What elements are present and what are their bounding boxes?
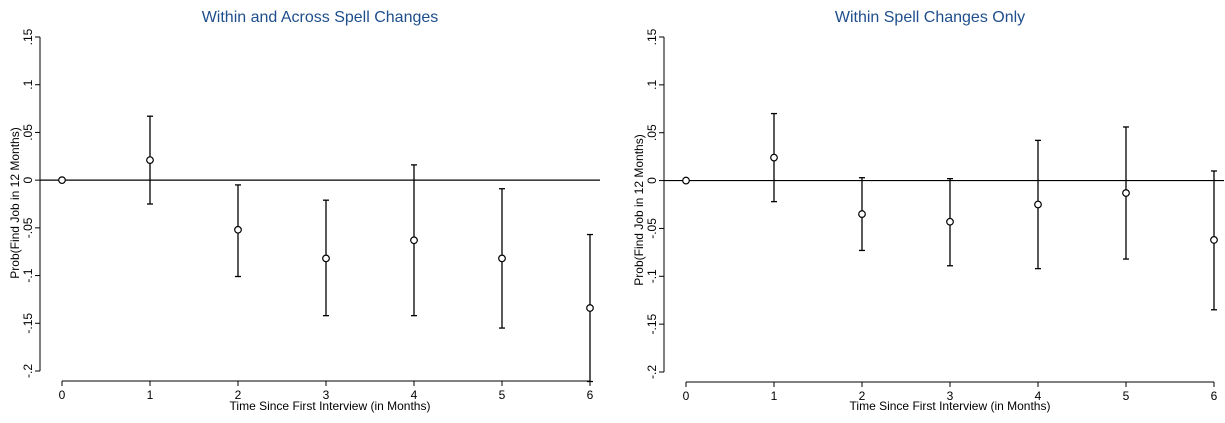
y-tick-label: -.1: [21, 268, 35, 282]
y-tick-label: -.2: [21, 364, 35, 378]
x-tick-label: 4: [1035, 389, 1042, 403]
y-tick-label: -.1: [645, 269, 659, 283]
y-tick-label: -.15: [645, 313, 659, 334]
x-tick-label: 1: [771, 389, 778, 403]
y-tick-label: .15: [645, 28, 659, 45]
y-tick-label: .05: [21, 124, 35, 141]
data-point: [682, 176, 690, 185]
y-tick-label: -.2: [645, 365, 659, 379]
x-tick-label: 0: [683, 389, 690, 403]
x-axis-label: Time Since First Interview (in Months): [230, 399, 431, 413]
x-tick-label: 5: [499, 388, 506, 402]
x-tick-label: 4: [411, 388, 418, 402]
data-point: [1034, 200, 1042, 209]
x-tick-label: 0: [59, 388, 66, 402]
y-tick-label: .1: [21, 79, 35, 89]
panel-within-only: Within Spell Changes Only Time Since Fir…: [632, 9, 1224, 413]
data-point: [410, 236, 418, 245]
data-point: [146, 156, 154, 165]
x-tick-label: 1: [147, 388, 154, 402]
y-tick-label: -.05: [645, 218, 659, 239]
data-point: [322, 254, 330, 263]
y-tick-label: .15: [21, 28, 35, 45]
panel-within-and-across: Within and Across Spell Changes Time Sin…: [8, 9, 600, 413]
data-point: [58, 176, 66, 185]
x-tick-label: 5: [1123, 389, 1130, 403]
data-point: [1122, 189, 1130, 197]
x-tick-label: 3: [323, 388, 330, 402]
y-tick-label: -.15: [21, 313, 35, 334]
y-tick-label: .05: [645, 124, 659, 141]
data-point: [234, 225, 242, 234]
chart-title: Within Spell Changes Only: [835, 9, 1025, 26]
y-tick-label: 0: [645, 177, 659, 184]
data-point: [946, 217, 954, 226]
y-tick-label: .1: [645, 80, 659, 90]
x-axis-label: Time Since First Interview (in Months): [850, 399, 1051, 413]
data-point: [586, 304, 594, 312]
data-point: [498, 254, 506, 263]
y-tick-label: 0: [21, 176, 35, 183]
y-axis-label: Prob(Find Job in 12 Months): [8, 127, 22, 278]
y-axis-label: Prob(Find Job in 12 Months): [632, 134, 646, 285]
y-tick-label: -.05: [21, 217, 35, 238]
x-tick-label: 3: [947, 389, 954, 403]
x-tick-label: 6: [1211, 389, 1218, 403]
x-tick-label: 6: [587, 388, 594, 402]
x-tick-label: 2: [235, 388, 242, 402]
chart-title: Within and Across Spell Changes: [202, 9, 439, 26]
data-point: [858, 210, 866, 218]
data-point: [770, 153, 778, 162]
data-point: [1210, 236, 1218, 244]
x-tick-label: 2: [859, 389, 866, 403]
